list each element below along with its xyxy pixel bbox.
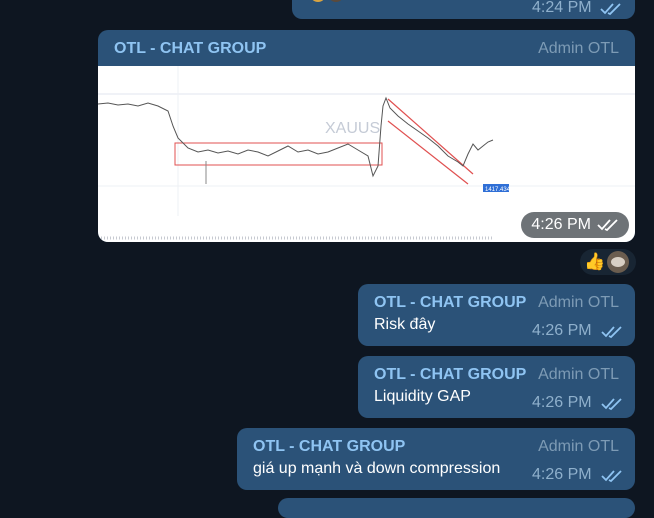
previous-message-bubble[interactable]: 4:24 PM: [292, 0, 635, 19]
message-bubble[interactable]: OTL - CHAT GROUP Admin OTL Risk đây 4:26…: [358, 284, 635, 346]
double-check-icon: [601, 326, 622, 339]
sender-role: Admin OTL: [538, 294, 619, 311]
double-check-icon: [601, 398, 622, 411]
double-check-icon: [601, 470, 622, 483]
sender-group-name[interactable]: OTL - CHAT GROUP: [374, 294, 527, 311]
message-text: Risk đây: [374, 316, 436, 333]
image-time-badge: 4:26 PM: [521, 212, 629, 238]
reaction-avatar-icon: [310, 0, 326, 2]
message-text: giá up mạnh và down compression: [253, 460, 501, 477]
message-bubble[interactable]: OTL - CHAT GROUP Admin OTL giá up mạnh v…: [237, 428, 635, 490]
message-time: 4:24 PM: [532, 0, 592, 16]
image-time: 4:26 PM: [531, 216, 591, 233]
sender-group-name[interactable]: OTL - CHAT GROUP: [253, 438, 406, 455]
chart-watermark: XAUUS: [325, 120, 380, 137]
previous-reactions[interactable]: [310, 0, 354, 2]
chart-price-label: 1417.434: [485, 187, 511, 193]
sender-group-name[interactable]: OTL - CHAT GROUP: [374, 366, 527, 383]
sender-role: Admin OTL: [538, 40, 619, 57]
thumbs-up-reaction[interactable]: 👍: [584, 252, 606, 271]
sender-role: Admin OTL: [538, 366, 619, 383]
reaction-avatar-icon: [328, 0, 344, 2]
message-text: Liquidity GAP: [374, 388, 471, 405]
reactor-avatar-icon: [607, 251, 630, 273]
chart-screenshot-image[interactable]: XAUUS 1417.434 4:26 PM: [98, 66, 635, 242]
next-message-bubble[interactable]: [278, 498, 635, 518]
sender-group-name[interactable]: OTL - CHAT GROUP: [114, 40, 267, 57]
message-bubble[interactable]: OTL - CHAT GROUP Admin OTL Liquidity GAP…: [358, 356, 635, 418]
reaction-bar[interactable]: 👍: [580, 249, 636, 275]
message-time: 4:26 PM: [532, 466, 592, 483]
chart-image: XAUUS 1417.434: [98, 66, 635, 240]
message-time: 4:26 PM: [532, 394, 592, 411]
double-check-icon: [600, 3, 621, 16]
sender-role: Admin OTL: [538, 438, 619, 455]
double-check-icon: [597, 219, 618, 232]
message-time: 4:26 PM: [532, 322, 592, 339]
